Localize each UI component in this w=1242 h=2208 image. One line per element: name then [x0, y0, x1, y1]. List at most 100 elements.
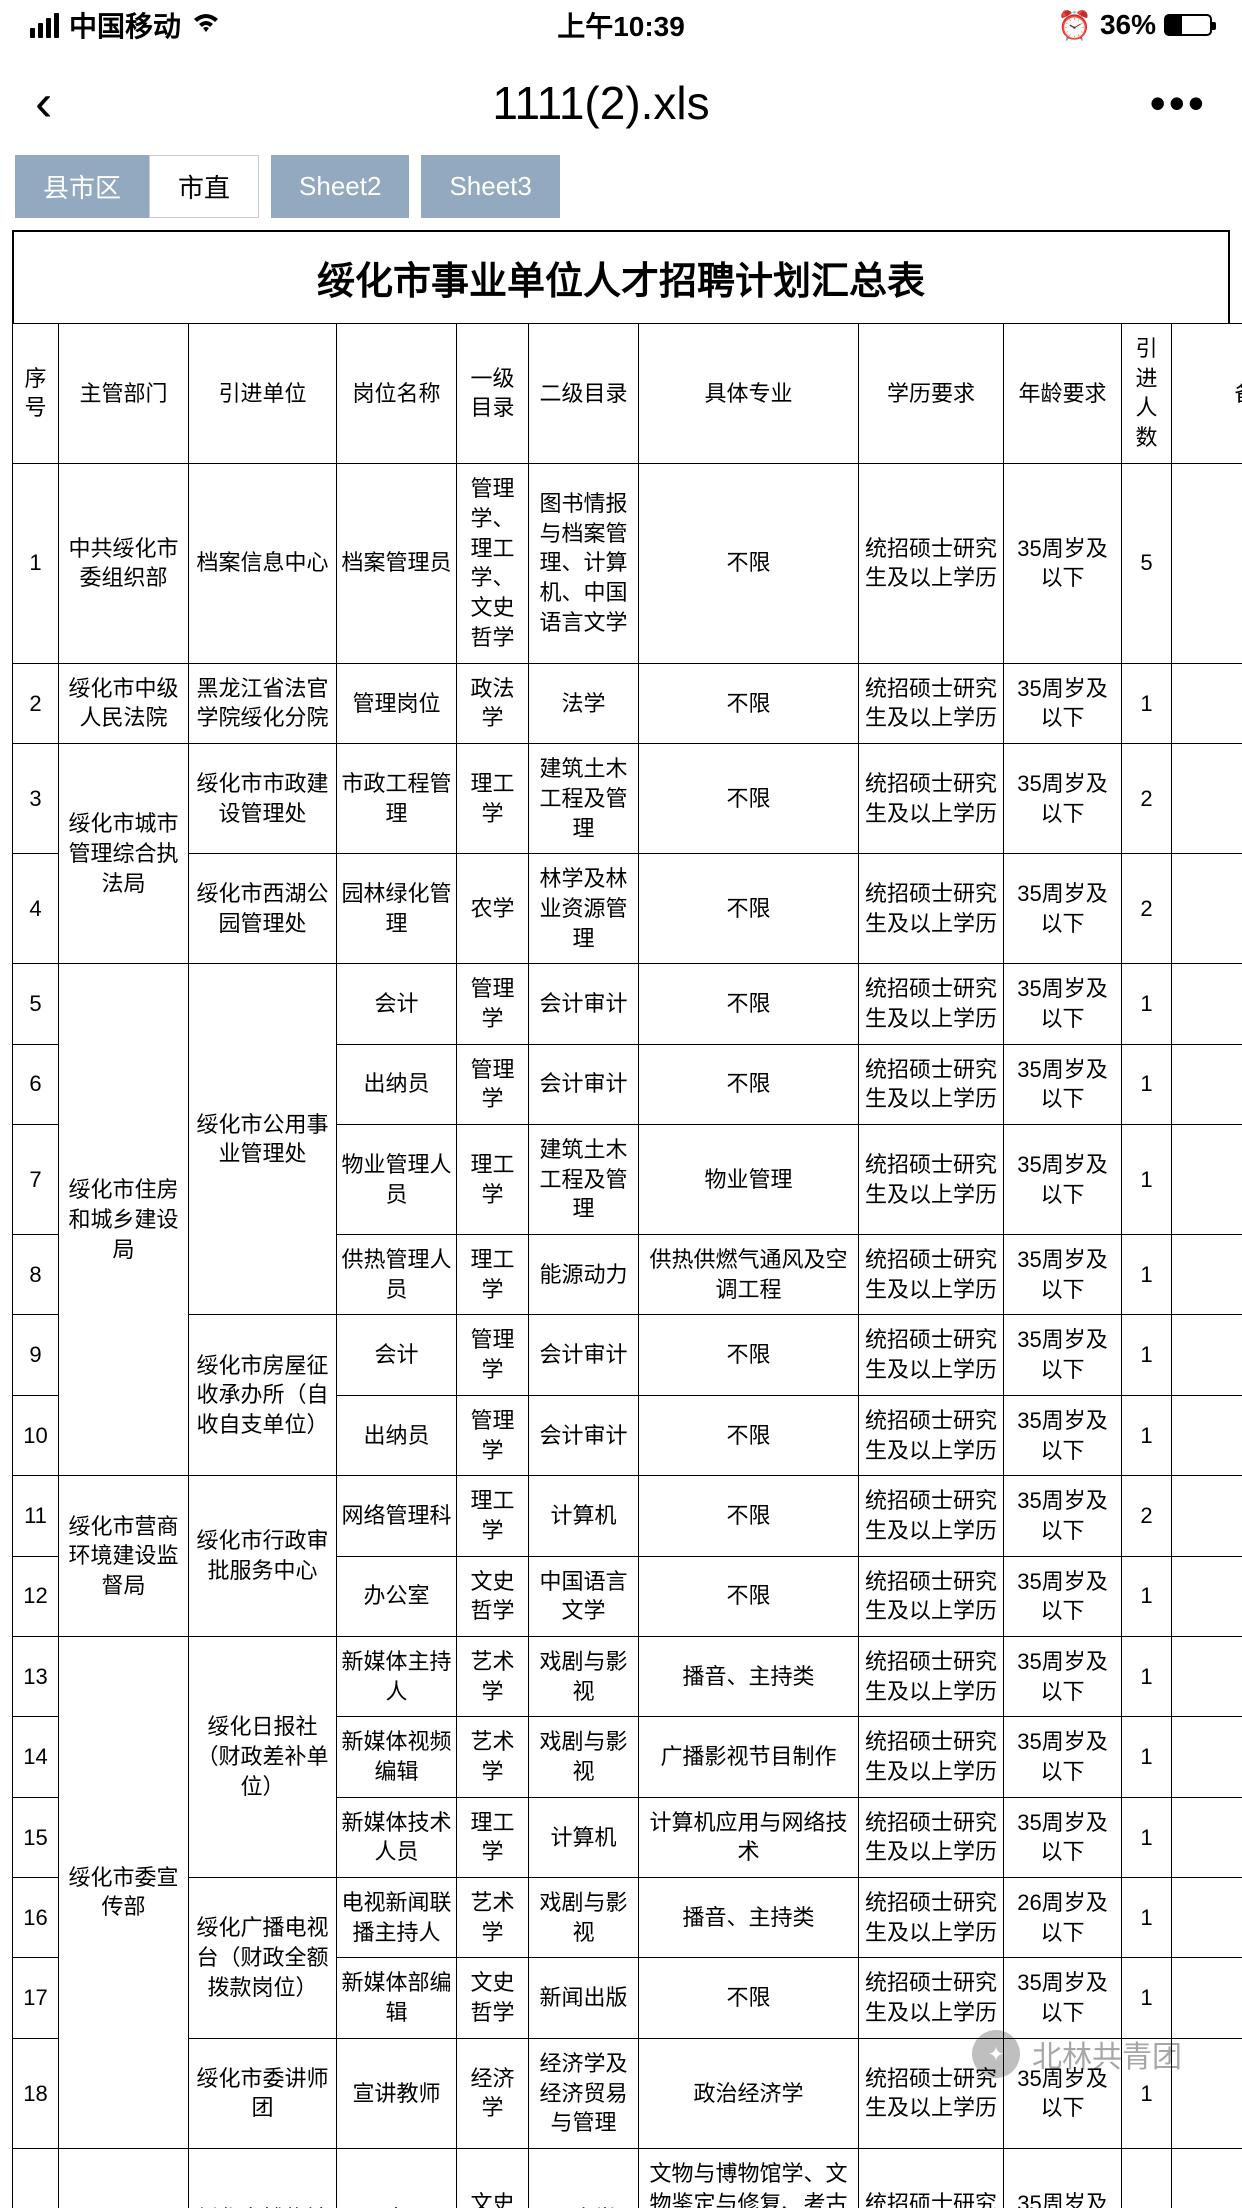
cell-edu: 统招硕士研究生及以上学历	[859, 1476, 1004, 1556]
more-button[interactable]: •••	[1150, 76, 1207, 130]
tab-city[interactable]: 市直	[149, 155, 259, 218]
cell-index: 7	[13, 1125, 59, 1235]
cell-edu: 统招硕士研究生及以上学历	[859, 1235, 1004, 1315]
cell-cat1: 艺术学	[457, 1717, 529, 1797]
cell-post: 出纳员	[337, 1395, 457, 1475]
cell-index: 3	[13, 744, 59, 854]
cell-major: 播音、主持类	[639, 1878, 859, 1958]
cell-num: 1	[1122, 663, 1172, 743]
cell-major: 不限	[639, 964, 859, 1044]
tab-county[interactable]: 县市区	[15, 155, 149, 218]
cell-num: 5	[1122, 463, 1172, 663]
recruitment-table: 序号 主管部门 引进单位 岗位名称 一级目录 二级目录 具体专业 学历要求 年龄…	[12, 323, 1242, 2208]
cell-unit: 绥化市西湖公园管理处	[189, 854, 337, 964]
cell-cat2: 法学	[529, 663, 639, 743]
cell-note	[1172, 1556, 1242, 1636]
cell-unit: 绥化市房屋征收承办所（自收自支单位）	[189, 1315, 337, 1476]
cell-num: 1	[1122, 1315, 1172, 1395]
cell-unit: 绥化市行政审批服务中心	[189, 1476, 337, 1637]
cell-unit: 绥化市市政建设管理处	[189, 744, 337, 854]
col-cat1: 一级目录	[457, 324, 529, 464]
cell-note	[1172, 964, 1242, 1044]
col-edu: 学历要求	[859, 324, 1004, 464]
cell-age: 35周岁及以下	[1004, 1797, 1122, 1877]
cell-num: 2	[1122, 1476, 1172, 1556]
cell-post: 出纳员	[337, 1044, 457, 1124]
cell-note	[1172, 463, 1242, 663]
cell-cat2: 建筑土木工程及管理	[529, 1125, 639, 1235]
cell-cat1: 艺术学	[457, 1878, 529, 1958]
cell-index: 5	[13, 964, 59, 1044]
cell-major: 不限	[639, 463, 859, 663]
page-title: 1111(2).xls	[492, 76, 709, 130]
cell-major: 文物与博物馆学、文物鉴定与修复、考古学、博物馆学、考古学及博物馆学	[639, 2148, 859, 2208]
cell-edu: 统招硕士研究生及以上学历	[859, 1717, 1004, 1797]
cell-post: 市政工程管理	[337, 744, 457, 854]
cell-age: 35周岁及以下	[1004, 1636, 1122, 1716]
tab-sheet3[interactable]: Sheet3	[421, 155, 559, 218]
cell-num: 1	[1122, 1958, 1172, 2038]
cell-cat1: 政法学	[457, 663, 529, 743]
cell-edu: 统招硕士研究生及以上学历	[859, 1556, 1004, 1636]
cell-index: 12	[13, 1556, 59, 1636]
table-row: 5绥化市住房和城乡建设局绥化市公用事业管理处会计管理学会计审计不限统招硕士研究生…	[13, 964, 1242, 1044]
cell-dept: 中共绥化市委组织部	[59, 463, 189, 663]
cell-post: 新媒体部编辑	[337, 1958, 457, 2038]
cell-post: 供热管理人员	[337, 1235, 457, 1315]
cell-index: 14	[13, 1717, 59, 1797]
cell-num: 1	[1122, 1044, 1172, 1124]
cell-note	[1172, 1717, 1242, 1797]
cell-major: 计算机应用与网络技术	[639, 1797, 859, 1877]
cell-cat2: 新闻出版	[529, 1958, 639, 2038]
cell-note	[1172, 1235, 1242, 1315]
cell-cat2: 戏剧与影视	[529, 1717, 639, 1797]
watermark: ✦ 北林共青团	[972, 2030, 1182, 2078]
col-index: 序号	[13, 324, 59, 464]
back-button[interactable]: ‹	[35, 73, 52, 133]
cell-note	[1172, 1878, 1242, 1958]
cell-index: 4	[13, 854, 59, 964]
table-row: 3绥化市城市管理综合执法局绥化市市政建设管理处市政工程管理理工学建筑土木工程及管…	[13, 744, 1242, 854]
cell-num: 1	[1122, 1797, 1172, 1877]
table-title: 绥化市事业单位人才招聘计划汇总表	[12, 230, 1230, 323]
header-row: 序号 主管部门 引进单位 岗位名称 一级目录 二级目录 具体专业 学历要求 年龄…	[13, 324, 1242, 464]
table-row: 2绥化市中级人民法院黑龙江省法官学院绥化分院管理岗位政法学法学不限统招硕士研究生…	[13, 663, 1242, 743]
cell-num: 1	[1122, 1235, 1172, 1315]
cell-age: 35周岁及以下	[1004, 1395, 1122, 1475]
cell-cat2: 会计审计	[529, 1315, 639, 1395]
cell-edu: 统招硕士研究生及以上学历	[859, 2148, 1004, 2208]
cell-post: 园林绿化管理	[337, 854, 457, 964]
cell-note	[1172, 1476, 1242, 1556]
cell-post: 新媒体视频编辑	[337, 1717, 457, 1797]
watermark-text: 北林共青团	[1032, 2032, 1182, 2076]
cell-post: 新媒体主持人	[337, 1636, 457, 1716]
cell-dept: 绥化市中级人民法院	[59, 663, 189, 743]
cell-major: 不限	[639, 663, 859, 743]
cell-num: 1	[1122, 1556, 1172, 1636]
table-row: 9绥化市房屋征收承办所（自收自支单位）会计管理学会计审计不限统招硕士研究生及以上…	[13, 1315, 1242, 1395]
cell-cat2: 会计审计	[529, 1044, 639, 1124]
cell-age: 35周岁及以下	[1004, 2148, 1122, 2208]
cell-cat1: 农学	[457, 854, 529, 964]
cell-post: 档案管理员	[337, 463, 457, 663]
tab-sheet2[interactable]: Sheet2	[271, 155, 409, 218]
signal-icon	[30, 13, 59, 38]
cell-num: 2	[1122, 2148, 1172, 2208]
cell-note	[1172, 1636, 1242, 1716]
cell-cat1: 理工学	[457, 1476, 529, 1556]
cell-post: 研究员	[337, 2148, 457, 2208]
cell-num: 1	[1122, 1717, 1172, 1797]
cell-cat1: 文史哲学	[457, 2148, 529, 2208]
cell-post: 网络管理科	[337, 1476, 457, 1556]
cell-cat1: 理工学	[457, 1125, 529, 1235]
cell-dept: 绥化市城市管理综合执法局	[59, 744, 189, 964]
cell-post: 会计	[337, 964, 457, 1044]
cell-index: 9	[13, 1315, 59, 1395]
cell-edu: 统招硕士研究生及以上学历	[859, 1395, 1004, 1475]
cell-cat1: 艺术学	[457, 1636, 529, 1716]
cell-edu: 统招硕士研究生及以上学历	[859, 1958, 1004, 2038]
col-note: 备注	[1172, 324, 1242, 464]
cell-major: 不限	[639, 854, 859, 964]
cell-unit: 绥化日报社（财政差补单位）	[189, 1636, 337, 1877]
cell-num: 1	[1122, 1125, 1172, 1235]
